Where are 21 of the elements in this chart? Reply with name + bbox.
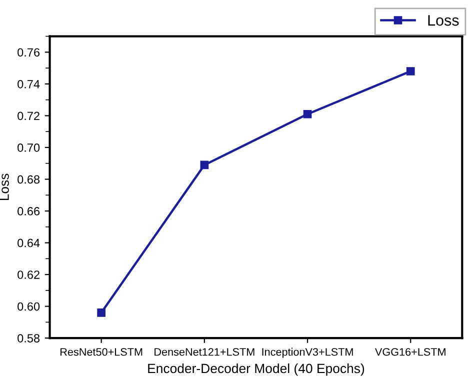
point [303,110,312,118]
x-tick-label: DenseNet121+LSTM [154,348,254,356]
point [97,308,106,317]
y-tick-label: 0.58 [18,334,40,342]
y-tick-label: 0.64 [18,238,40,248]
y-tick-label: 0.62 [18,270,40,279]
x-tick-label: ResNet50+LSTM [60,348,142,356]
y-tick-label: 0.76 [18,48,40,57]
x-tick-label: InceptionV3+LSTM [262,348,353,358]
point [200,160,209,170]
y-axis-title: Loss [0,174,9,200]
y-tick-label: 0.66 [18,207,40,216]
x-tick-label: VGG16+LSTM [374,348,446,356]
legend-label: Loss [428,15,459,26]
y-tick-label: 0.68 [18,175,40,184]
y-tick-label: 0.70 [18,144,40,152]
y-tick-label: 0.74 [18,80,40,88]
y-tick-label: 0.72 [18,112,40,120]
point [406,67,415,76]
y-tick-label: 0.60 [18,302,40,311]
x-axis-title: Encoder-Decoder Model (40 Epochs) [148,363,364,376]
